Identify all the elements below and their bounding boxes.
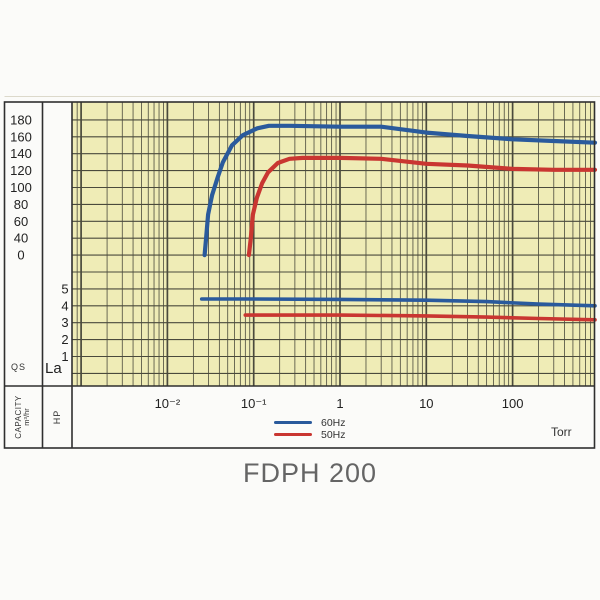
x-tick-label: 10⁻² [155,396,181,411]
outer-frame [3,101,596,449]
capacity-axis-title: CAPACITY m³/hr [14,395,32,438]
capacity-tick-label: 60 [14,214,28,229]
capacity-corner-label: QS [11,362,27,372]
legend-line-50hz [274,432,312,437]
hp-corner-label: La [45,360,62,377]
capacity-tick-label: 0 [17,248,24,263]
capacity-tick-label: 160 [10,129,32,144]
legend-line-60hz [274,420,312,425]
legend-label-60hz: 60Hz [321,416,346,429]
legend-item-60hz: 60Hz [274,416,346,429]
capacity-tick-label: 80 [14,197,28,212]
hp-tick-label: 1 [61,349,68,364]
hp-tick-label: 2 [61,332,68,347]
x-tick-label: 10⁻¹ [241,396,267,411]
legend-item-50hz: 50Hz [274,428,346,441]
capacity-tick-label: 40 [14,231,28,246]
chart-title: FDPH 200 [242,458,378,488]
capacity-tick-label: 120 [10,163,32,178]
x-tick-label: 1 [336,396,343,411]
hp-axis-title: HP [51,409,62,425]
series-50hz-power [243,313,597,322]
hp-tick-label: 4 [61,298,68,313]
plot-background [72,102,595,386]
hp-tick-label: 5 [61,281,68,296]
capacity-tick-label: 140 [10,146,32,161]
series-50hz-capacity [246,155,598,258]
series-60hz-power [199,297,597,308]
capacity-tick-label: 100 [10,180,32,195]
capacity-tick-label: 180 [10,112,32,127]
x-tick-label: 10 [419,396,433,411]
capacity-axis-unit-text: m³/hr [22,408,32,426]
legend-label-50hz: 50Hz [321,428,346,441]
hp-tick-label: 3 [61,315,68,330]
x-axis-unit-label: Torr [551,425,572,439]
series-60hz-capacity [202,123,598,258]
x-tick-label: 100 [502,396,524,411]
